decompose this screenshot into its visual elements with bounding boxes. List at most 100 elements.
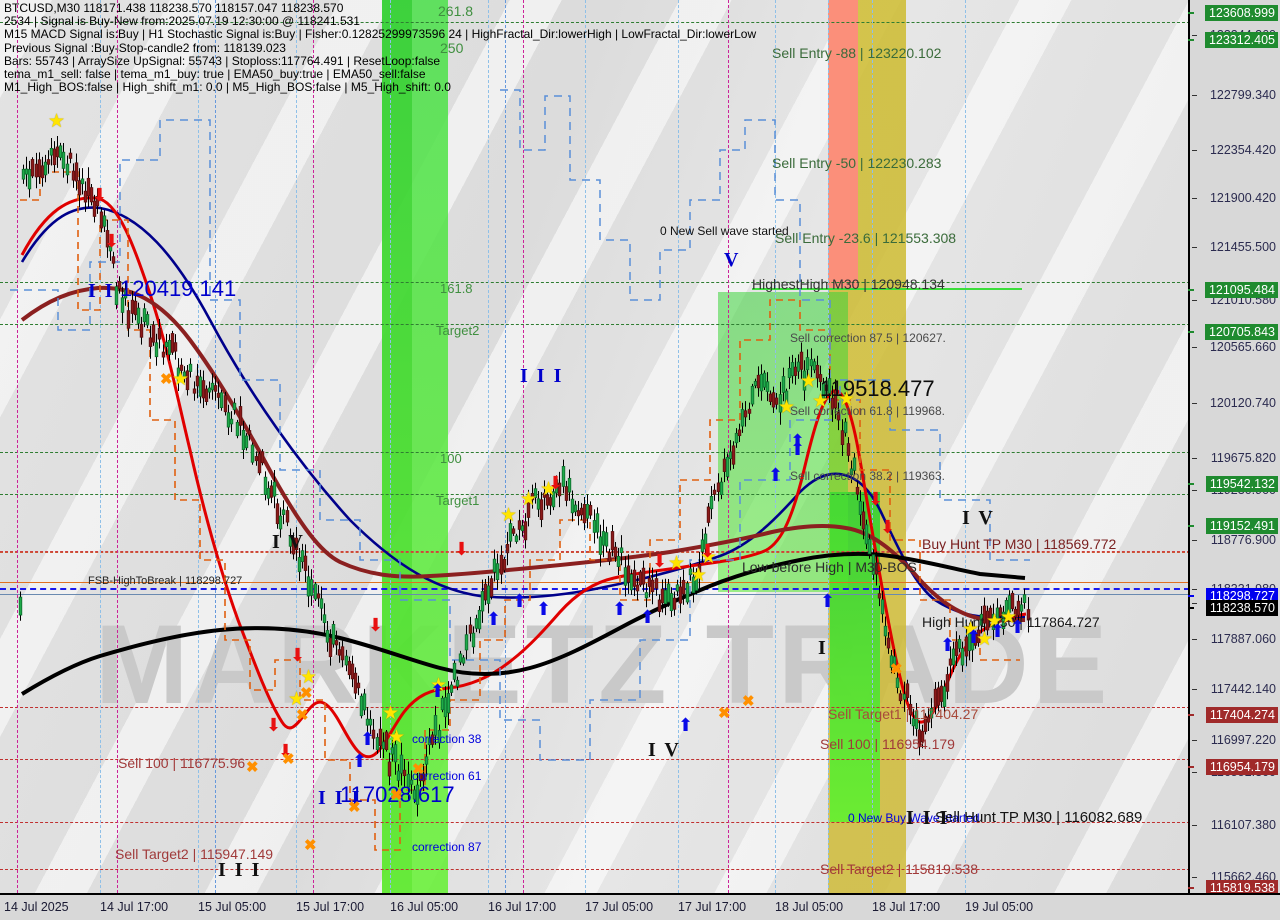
session-line — [313, 0, 314, 893]
session-line — [872, 0, 873, 893]
star-marker: ★ — [388, 727, 406, 748]
star-marker: ★ — [430, 675, 448, 696]
cross-marker-icon: ✖ — [160, 371, 173, 388]
sell-100-right: Sell 100 | 116954.179 — [820, 736, 955, 752]
cross-marker-icon: ✖ — [390, 787, 403, 804]
price-level-badge[interactable]: 123312.405 — [1204, 32, 1278, 48]
correction-38: correction 38 — [412, 732, 482, 746]
session-line — [505, 0, 506, 893]
star-marker: ★ — [838, 389, 856, 410]
price-level-badge[interactable]: 115819.538 — [1205, 880, 1278, 896]
wave-IV-mid: I V — [648, 739, 681, 761]
buy-arrow-icon: ⬆ — [768, 465, 784, 485]
high-hunt-m30: High Hunt m30 | 117864.727 — [922, 614, 1100, 630]
price-tick-mark — [1192, 603, 1197, 604]
buy-arrow-icon: ⬆ — [352, 751, 368, 771]
buy-arrow-icon: ⬆ — [790, 431, 806, 451]
price-tick-mark — [1192, 639, 1197, 640]
session-line — [828, 0, 829, 893]
star-marker: ★ — [500, 505, 518, 526]
price-tick-mark — [1192, 150, 1197, 151]
low-before-high: Low before High | M30-BOS — [742, 559, 917, 575]
cross-marker-icon: ✖ — [412, 761, 425, 778]
price-level-badge[interactable]: 120705.843 — [1204, 324, 1278, 340]
price-tick-mark — [1192, 825, 1197, 826]
buy-arrow-icon: ⬆ — [990, 621, 1006, 641]
header-line-2: 2534 | Signal is Buy-New from:2025.07.19… — [4, 14, 360, 29]
price-level-marker — [1188, 887, 1194, 889]
session-line — [117, 0, 118, 893]
fsb-hightobreak: FSB-HighToBreak | 118298.727 — [88, 575, 243, 587]
price-level-marker — [1188, 39, 1194, 41]
new-buy-wave: 0 New Buy Wave started — [848, 811, 980, 825]
price-tick-label: 117887.060 — [1210, 632, 1276, 646]
price-tick-mark — [1192, 347, 1197, 348]
fib-100: 100 — [440, 451, 462, 466]
session-line — [100, 0, 101, 893]
price-axis[interactable]: 123244.260122799.340122354.420121900.420… — [1188, 0, 1280, 896]
cross-marker-icon: ✖ — [890, 661, 903, 678]
sell-arrow-icon: ⬇ — [880, 517, 896, 537]
cross-marker-icon: ✖ — [718, 705, 731, 722]
price-level-badge[interactable]: 117404.274 — [1205, 707, 1278, 723]
sell-target2-left: Sell Target2 | 115947.149 — [115, 846, 274, 862]
star-marker: ★ — [382, 703, 400, 724]
price-tick-label: 120565.660 — [1209, 340, 1276, 354]
star-marker: ★ — [976, 629, 994, 650]
price-tick-mark — [1192, 35, 1197, 36]
sell-entry-236: Sell Entry -23.6 | 121553.308 — [775, 230, 957, 246]
price-tick-mark — [1192, 877, 1197, 878]
correction-61: correction 61 — [412, 769, 482, 783]
time-tick-label: 17 Jul 05:00 — [585, 900, 654, 914]
star-marker: ★ — [540, 479, 558, 500]
time-tick-label: 18 Jul 05:00 — [775, 900, 844, 914]
price-level-badge[interactable]: 119542.132 — [1205, 476, 1278, 492]
time-tick-label: 17 Jul 17:00 — [678, 900, 747, 914]
price-level-marker — [1188, 607, 1194, 609]
star-marker: ★ — [812, 391, 830, 412]
session-line — [215, 0, 216, 893]
buy-arrow-icon: ⬆ — [486, 609, 502, 629]
price-tick-mark — [1192, 689, 1197, 690]
time-tick-label: 14 Jul 17:00 — [100, 900, 169, 914]
sell-target1: Sell Target1 | 117404.27 — [828, 706, 979, 722]
wave-IV-left: I V — [272, 531, 305, 553]
gridline-fib — [0, 282, 1190, 283]
price-level-badge[interactable]: 116954.179 — [1205, 759, 1278, 775]
header-line-7: M1_High_BOS:false | High_shift_m1: 0.0 |… — [4, 80, 451, 95]
price-tick-mark — [1192, 540, 1197, 541]
fib-1618: 161.8 — [440, 281, 473, 296]
star-marker: ★ — [778, 397, 796, 418]
gridline-fib — [0, 324, 1190, 325]
cross-marker-icon: ✖ — [742, 693, 755, 710]
price-tick-mark — [1192, 300, 1197, 301]
price-tick-mark — [1192, 772, 1197, 773]
session-line — [678, 0, 679, 893]
price-level-badge[interactable]: 121095.484 — [1204, 282, 1278, 298]
gridline-sell — [0, 869, 1190, 870]
chart-plot-area[interactable]: MARKETZ TRADE — [0, 0, 1190, 893]
sell-corr-382: Sell correction 38.2 | 119363. — [790, 469, 945, 483]
buy-arrow-icon: ⬆ — [966, 627, 982, 647]
cross-marker-icon: ✖ — [304, 837, 317, 854]
sell-hunt-tp: Sell Hunt TP M30 | 116082.689 — [935, 809, 1143, 826]
star-marker: ★ — [690, 565, 708, 586]
wave-I-right: I — [818, 637, 828, 659]
time-axis[interactable]: 14 Jul 2025 14 Jul 17:00 15 Jul 05:00 15 Ju… — [0, 893, 1280, 920]
sell-arrow-icon: ⬇ — [548, 473, 564, 493]
buy-arrow-icon: ⬆ — [1010, 617, 1026, 637]
session-line — [523, 0, 524, 893]
time-tick-label: 16 Jul 05:00 — [390, 900, 459, 914]
star-marker: ★ — [668, 553, 686, 574]
gridline-fib — [0, 494, 1190, 495]
session-line — [728, 0, 729, 893]
price-level-badge[interactable]: 123608.999 — [1204, 5, 1278, 21]
star-marker: ★ — [700, 547, 718, 568]
price-level-badge[interactable]: 118238.570 — [1205, 600, 1278, 616]
buy-arrow-icon: ⬆ — [430, 681, 446, 701]
time-tick-label: 14 Jul 2025 — [4, 900, 69, 914]
gridline-sell — [0, 552, 1190, 553]
cross-marker-icon: ✖ — [282, 751, 295, 768]
price-level-badge[interactable]: 119152.491 — [1205, 518, 1278, 534]
